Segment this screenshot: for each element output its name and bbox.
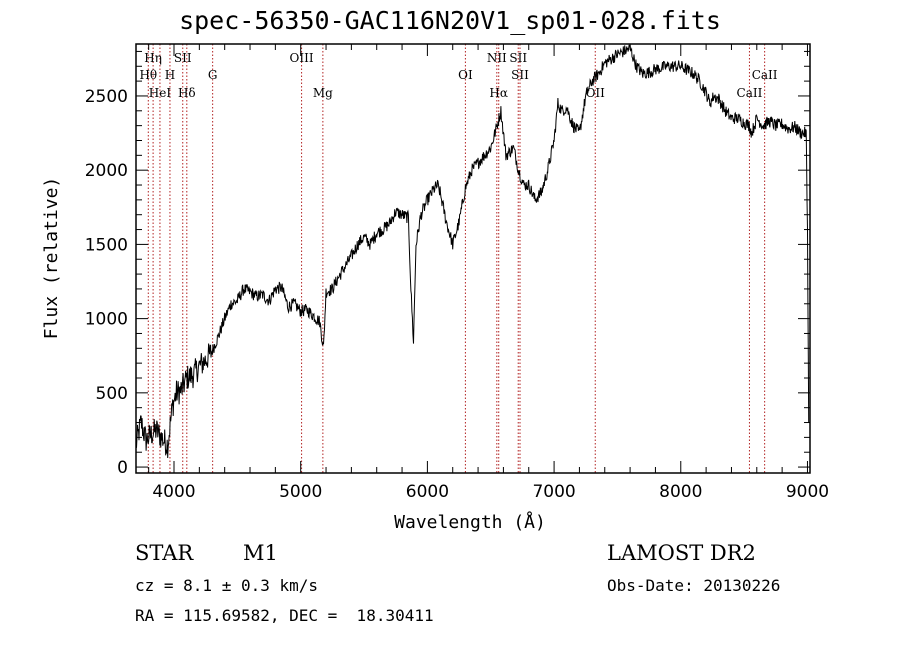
x-tick-label: 5000 bbox=[279, 482, 322, 502]
line-marker-label: Hη bbox=[144, 51, 162, 65]
y-tick-label: 1500 bbox=[85, 235, 128, 255]
x-tick-label: 9000 bbox=[786, 482, 829, 502]
line-marker-label: SII bbox=[509, 51, 527, 65]
x-tick-label: 7000 bbox=[532, 482, 575, 502]
line-marker-label: CaII bbox=[752, 68, 778, 82]
line-marker-label: OIII bbox=[290, 51, 314, 65]
x-tick-label: 8000 bbox=[659, 482, 702, 502]
y-tick-label: 500 bbox=[96, 384, 128, 404]
chart-title: spec-56350-GAC116N20V1_sp01-028.fits bbox=[179, 6, 721, 35]
x-axis-ticks: 4000 5000 6000 7000 8000 9000 bbox=[148, 44, 829, 502]
line-marker-label: H bbox=[165, 68, 175, 82]
y-tick-label: 2000 bbox=[85, 161, 128, 181]
x-axis-label: Wavelength (Å) bbox=[394, 511, 546, 533]
y-tick-label: 2500 bbox=[85, 87, 128, 107]
object-class: STAR bbox=[135, 541, 194, 565]
line-marker-label: Hδ bbox=[178, 86, 196, 100]
flux-series-line bbox=[135, 44, 810, 459]
y-tick-label: 1000 bbox=[85, 310, 128, 330]
line-marker-label: HeI bbox=[149, 86, 172, 100]
x-tick-label: 4000 bbox=[152, 482, 195, 502]
line-marker-label: SII bbox=[174, 51, 192, 65]
line-marker-label: CaII bbox=[737, 86, 763, 100]
observation-date: Obs-Date: 20130226 bbox=[607, 576, 781, 595]
line-marker-label: OI bbox=[458, 68, 473, 82]
line-marker-label: Mg bbox=[313, 86, 333, 100]
coordinates: RA = 115.69582, DEC = 18.30411 bbox=[135, 606, 434, 625]
spectral-line-markers bbox=[147, 44, 766, 473]
line-marker-label: NII bbox=[487, 51, 507, 65]
line-marker-label: Hα bbox=[489, 86, 508, 100]
line-marker-label: G bbox=[208, 68, 218, 82]
redshift-cz: cz = 8.1 ± 0.3 km/s bbox=[135, 576, 319, 595]
line-marker-label: OII bbox=[586, 86, 606, 100]
object-subclass: M1 bbox=[243, 541, 278, 565]
x-tick-label: 6000 bbox=[406, 482, 449, 502]
survey-label: LAMOST DR2 bbox=[607, 541, 756, 565]
y-axis-ticks: 0 500 1000 1500 2000 2500 bbox=[85, 50, 810, 478]
y-tick-label: 0 bbox=[117, 458, 128, 478]
line-marker-label: Hθ bbox=[139, 68, 157, 82]
plot-frame bbox=[135, 43, 811, 474]
y-axis-label: Flux (relative) bbox=[41, 177, 62, 340]
line-marker-label: SII bbox=[511, 68, 529, 82]
